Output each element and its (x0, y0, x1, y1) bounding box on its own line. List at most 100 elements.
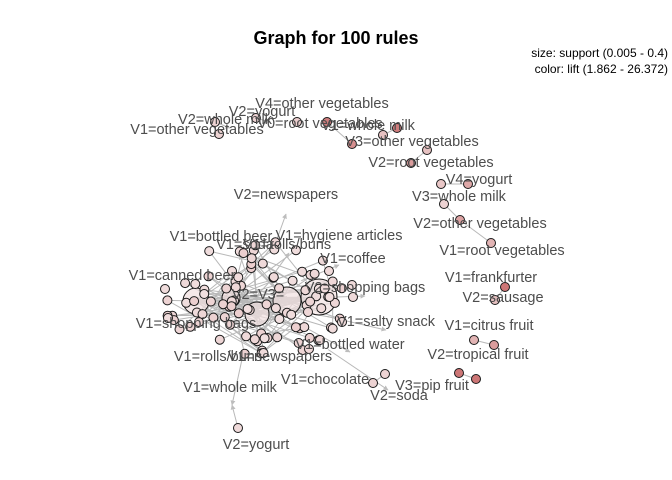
graph-node (489, 340, 499, 350)
node-layer (160, 113, 510, 433)
graph-node (297, 266, 308, 277)
graph-node (163, 313, 173, 323)
node-label: V4=yogurt (446, 172, 513, 188)
graph-node (246, 253, 257, 264)
graph-title: Graph for 100 rules (253, 28, 419, 48)
legend-size: size: support (0.005 - 0.4) (531, 46, 668, 60)
node-label: V2=yogurt (223, 437, 290, 453)
node-label: V3=other vegetables (345, 134, 478, 150)
graph-node (469, 335, 479, 345)
node-label: V1=chocolate (281, 372, 369, 388)
node-label: V1=salty snack (337, 314, 436, 330)
graph-node (225, 319, 236, 330)
graph-node (315, 335, 325, 345)
node-label: V2=other vegetables (413, 216, 546, 232)
graph-node (324, 266, 334, 276)
graph-node (286, 309, 297, 320)
node-label: V1=soda (216, 237, 275, 253)
graph-edge (167, 299, 263, 354)
graph-node (303, 307, 313, 317)
graph-node (226, 301, 237, 312)
graph-node (190, 279, 201, 289)
graph-edge (327, 349, 389, 391)
graph-node (174, 324, 185, 335)
graph-node (291, 245, 301, 256)
graph-node (327, 276, 338, 287)
graph-edge (273, 252, 290, 275)
graph-node (259, 333, 270, 344)
graph-node (406, 158, 416, 168)
node-label: V1=bottled water (295, 337, 404, 353)
node-label: V1=other vegetables (130, 122, 263, 138)
graph-edge (239, 254, 248, 276)
graph-node (319, 283, 330, 294)
node-label: V1=canned beer (129, 268, 236, 284)
node-label: V2=shopping bags (305, 280, 426, 296)
graph-node (233, 423, 243, 433)
node-label: V2=tropical fruit (427, 347, 528, 363)
graph-node (305, 296, 316, 307)
graph-node (160, 284, 170, 294)
graph-edge (307, 328, 351, 353)
graph-node (249, 334, 260, 345)
graph-edge (326, 121, 353, 145)
graph-node (348, 292, 358, 302)
graph-node (185, 321, 196, 332)
legend-color: color: lift (1.862 - 26.372) (534, 62, 668, 76)
graph-node (238, 248, 249, 259)
node-label: V1=coffee (320, 251, 385, 267)
graph-node (242, 304, 253, 314)
graph-node (486, 238, 496, 248)
graph-node (203, 271, 214, 282)
graph-node (304, 344, 314, 354)
graph-node (324, 292, 335, 302)
node-label: V2=whole milk (178, 112, 273, 128)
graph-node (463, 179, 473, 189)
graph-node (205, 296, 216, 307)
graph-node (316, 303, 327, 314)
graph-node (290, 322, 301, 333)
graph-node (337, 317, 347, 327)
graph-node (439, 199, 449, 209)
graph-node (208, 312, 219, 323)
graph-edge (230, 280, 293, 300)
graph-node (299, 322, 310, 333)
node-label: V3=pip fruit (395, 378, 469, 394)
node-label: V1=frankfurter (445, 270, 537, 286)
graph-node (204, 246, 215, 257)
node-label: V1=rolls/buns (174, 349, 262, 365)
graph-edge (459, 219, 492, 244)
graph-node (210, 117, 220, 127)
node-label: V2=root vegetables (368, 155, 493, 171)
node-label: V1=hygiene articles (276, 228, 403, 244)
graph-node (239, 348, 250, 359)
graph-node (218, 299, 229, 310)
graph-node (292, 117, 302, 127)
graph-node (230, 282, 241, 293)
graph-node (368, 378, 378, 388)
graph-node (317, 255, 328, 266)
graph-node (258, 348, 269, 358)
node-label: V2=yogurt (229, 104, 296, 120)
node-label: V1=bottled beer (170, 229, 273, 245)
graph-node (257, 258, 268, 269)
graph-node (336, 283, 347, 294)
graph-node (322, 117, 332, 127)
graph-node (269, 244, 280, 255)
graph-edge (230, 357, 243, 406)
graph-node (251, 113, 261, 123)
graph-node (199, 289, 210, 299)
graph-node (221, 283, 232, 294)
graph-node (227, 266, 237, 276)
graph-node (287, 275, 298, 286)
graph-node (233, 308, 244, 319)
graph-node (219, 312, 230, 323)
graph-node (274, 283, 285, 294)
graph-node (214, 334, 225, 345)
graph-node (347, 280, 357, 290)
node-label: V3=whole milk (412, 189, 507, 205)
node-label: V1=shopping bags (136, 316, 257, 332)
graph-node (300, 285, 311, 296)
